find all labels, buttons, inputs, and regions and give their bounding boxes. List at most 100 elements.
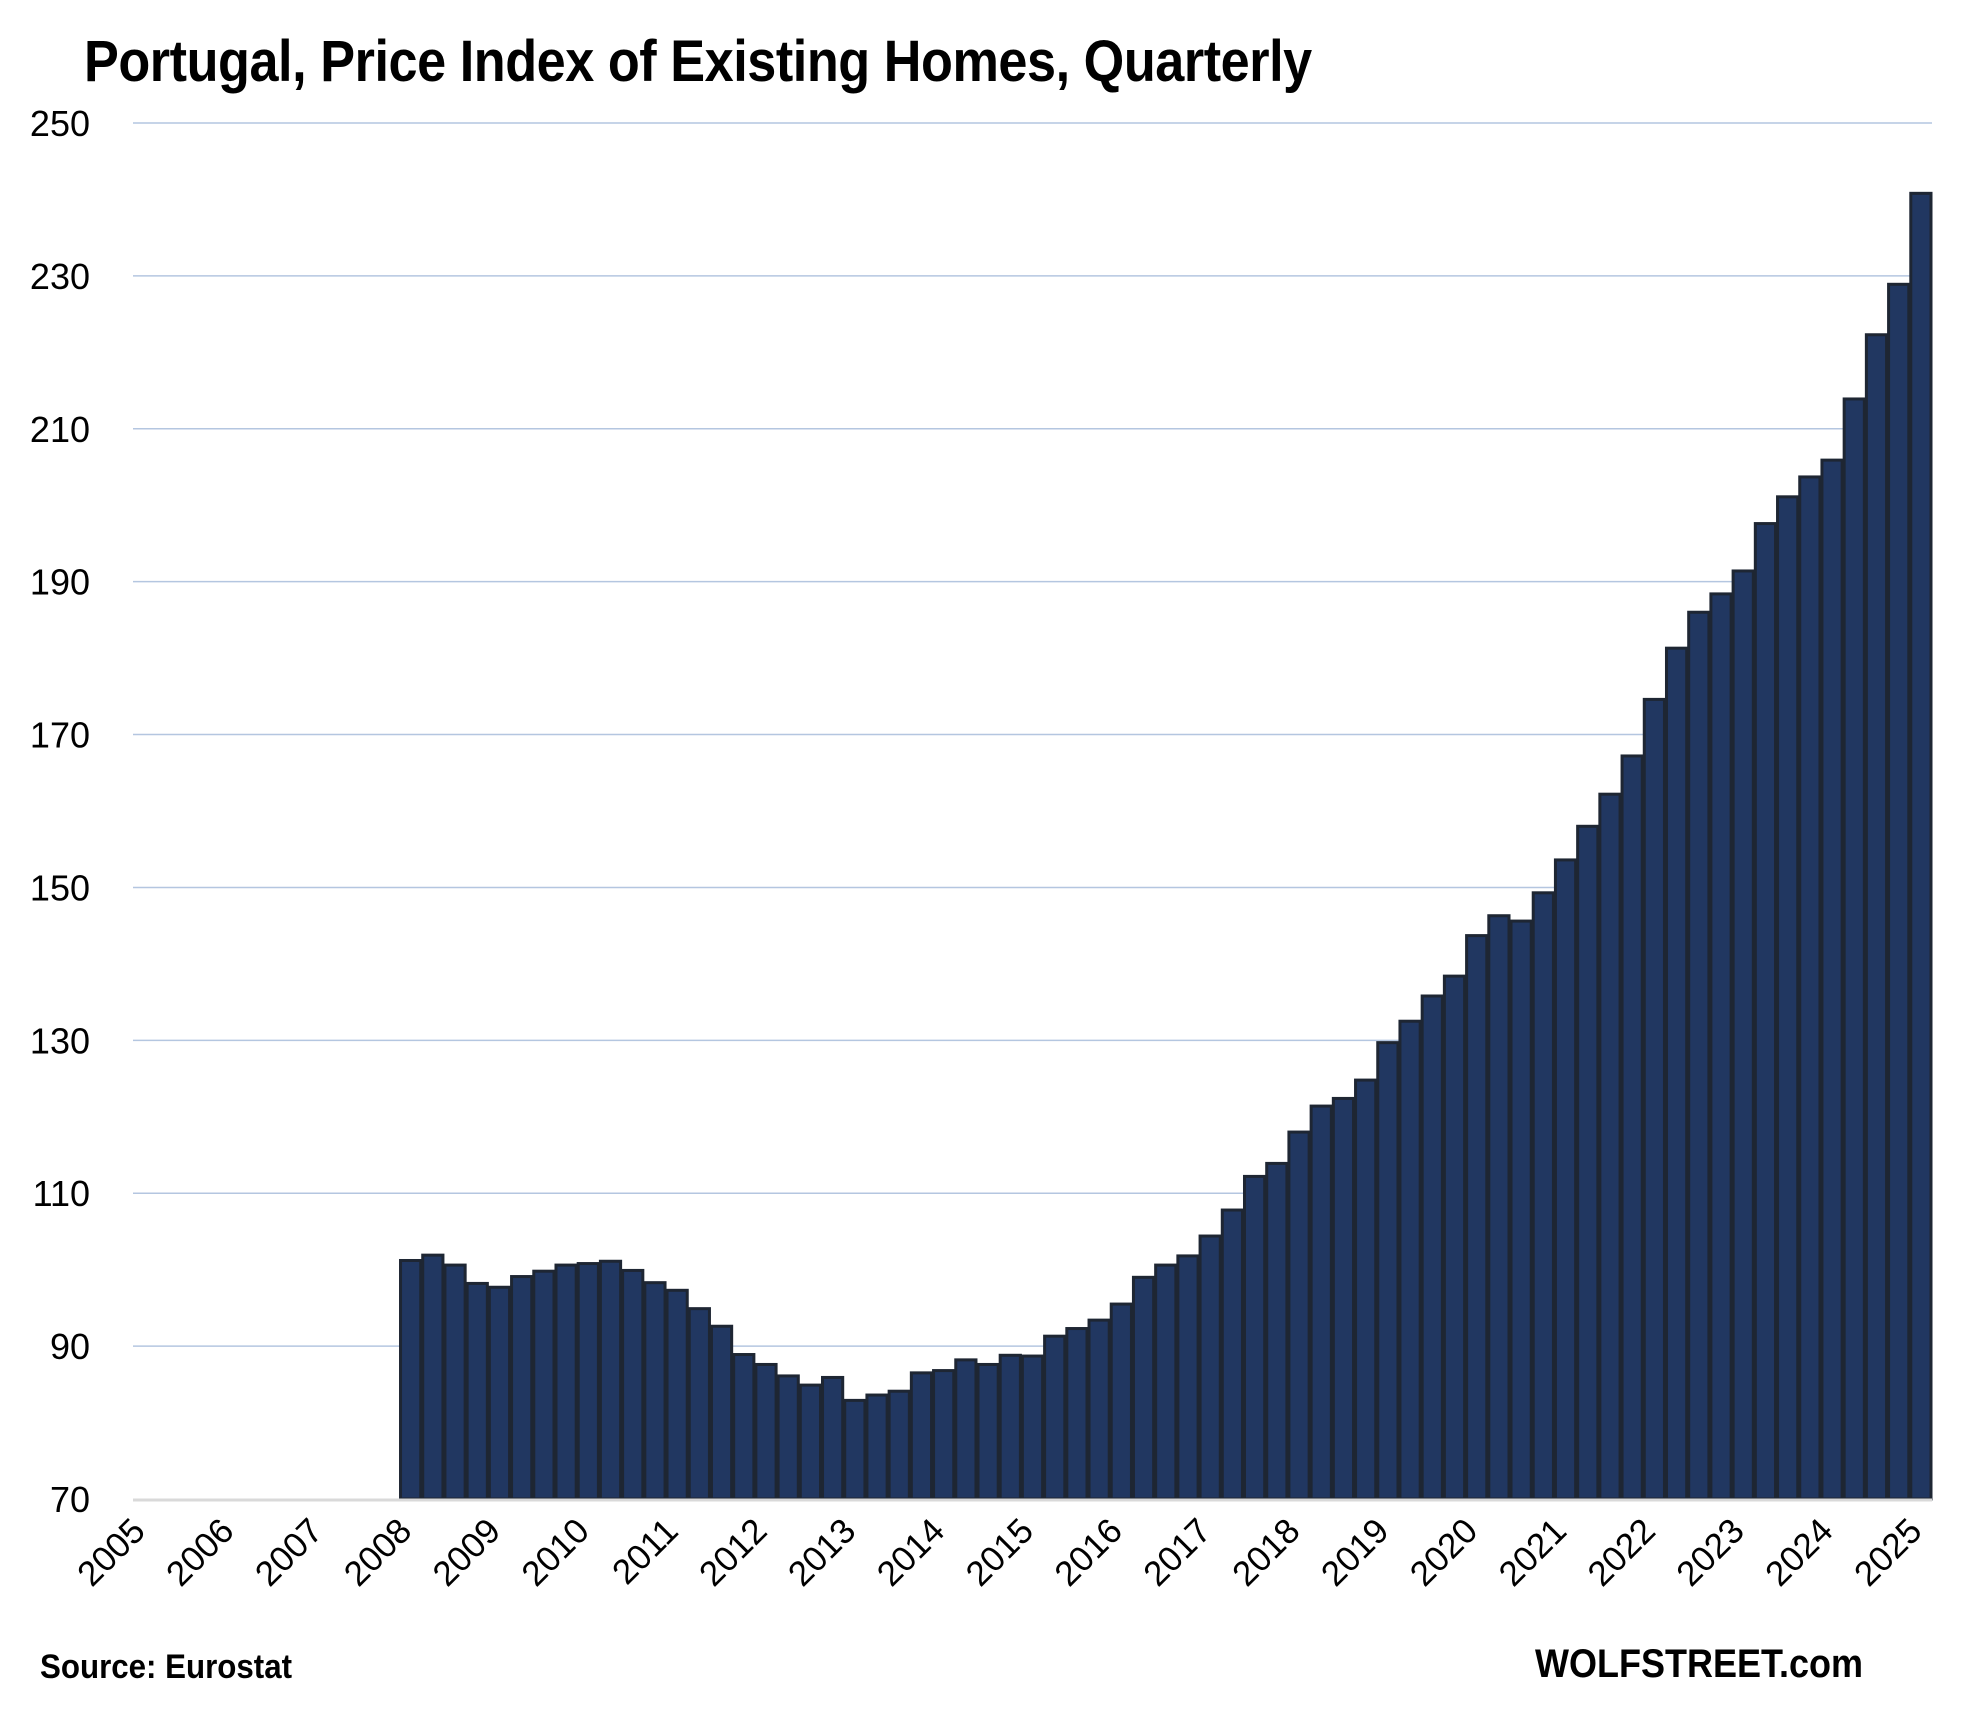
bar	[1309, 1104, 1333, 1501]
watermark: WOLFSTREET.com	[1535, 1642, 1864, 1686]
y-tick-label: 150	[30, 867, 90, 908]
bar	[1242, 1174, 1267, 1501]
x-tick-label: 2012	[692, 1511, 775, 1594]
x-tick-label: 2015	[958, 1511, 1041, 1594]
bar	[1576, 824, 1600, 1501]
bar	[776, 1374, 800, 1501]
bar	[465, 1281, 489, 1501]
x-tick-label: 2019	[1314, 1511, 1397, 1594]
bar	[1909, 191, 1933, 1501]
bar	[1887, 282, 1911, 1501]
bar	[1420, 994, 1444, 1501]
bar	[1598, 792, 1622, 1501]
bar	[909, 1371, 934, 1501]
bar	[1509, 919, 1533, 1501]
x-tick-label: 2008	[337, 1511, 420, 1594]
bar	[643, 1281, 667, 1501]
bar	[665, 1288, 689, 1501]
bar	[1531, 891, 1555, 1501]
bar	[1753, 522, 1778, 1501]
y-tick-label: 230	[30, 256, 90, 297]
bar	[554, 1263, 578, 1501]
bar	[1376, 1041, 1400, 1501]
bar	[399, 1258, 423, 1501]
x-tick-label: 2018	[1225, 1511, 1308, 1594]
bar	[1287, 1130, 1311, 1501]
bar	[932, 1369, 956, 1501]
bar	[1798, 475, 1822, 1501]
bar	[976, 1362, 1000, 1501]
bar	[754, 1362, 778, 1501]
y-tick-label: 190	[30, 562, 90, 603]
bar	[1109, 1302, 1133, 1501]
y-tick-label: 210	[30, 409, 90, 450]
bar	[1864, 333, 1889, 1501]
bar	[443, 1263, 467, 1501]
y-tick-label: 250	[30, 103, 90, 144]
x-tick-label: 2014	[870, 1511, 953, 1594]
bar	[1731, 569, 1755, 1501]
x-axis-ticks: 2005 2006 2007 2008 2009 2010 2011 2012 2013 2014…	[70, 1511, 1929, 1594]
bar	[843, 1398, 867, 1501]
bar	[732, 1353, 756, 1501]
bar	[621, 1268, 645, 1501]
x-tick-label: 2006	[159, 1511, 242, 1594]
bar	[709, 1324, 734, 1501]
x-tick-label: 2022	[1580, 1511, 1663, 1594]
x-tick-label: 2007	[248, 1511, 331, 1594]
y-tick-label: 130	[30, 1020, 90, 1061]
bar	[1398, 1019, 1422, 1501]
bar	[1820, 458, 1844, 1501]
bar	[1131, 1275, 1156, 1501]
bar	[1553, 858, 1578, 1501]
x-tick-label: 2016	[1047, 1511, 1130, 1594]
bar	[1198, 1234, 1222, 1501]
bar	[1220, 1208, 1244, 1501]
x-tick-label: 2017	[1136, 1511, 1219, 1594]
bar	[1087, 1318, 1111, 1501]
bar	[1442, 974, 1467, 1501]
bar	[1487, 914, 1511, 1501]
x-tick-label: 2023	[1669, 1511, 1752, 1594]
bar	[1065, 1327, 1089, 1501]
bar	[1043, 1334, 1067, 1501]
y-axis-ticks: 70 90 110 130 150 170 190 210 230 250	[30, 103, 90, 1520]
x-tick-label: 2013	[781, 1511, 864, 1594]
x-tick-label: 2005	[70, 1511, 153, 1594]
bar	[1642, 697, 1666, 1501]
bar	[532, 1269, 556, 1501]
x-tick-label: 2010	[514, 1511, 597, 1594]
y-tick-label: 90	[50, 1326, 90, 1367]
bar	[487, 1285, 512, 1501]
bar	[821, 1375, 845, 1501]
chart-title: Portugal, Price Index of Existing Homes,…	[84, 29, 1312, 94]
bar	[1842, 397, 1866, 1501]
source-label: Source: Eurostat	[40, 1648, 293, 1686]
bar	[1465, 934, 1489, 1501]
bar	[510, 1275, 534, 1501]
bar	[1176, 1254, 1200, 1501]
bar	[1664, 646, 1689, 1501]
bar	[1020, 1354, 1045, 1501]
x-tick-label: 2025	[1847, 1511, 1930, 1594]
bar	[1776, 495, 1800, 1501]
bar	[1331, 1096, 1356, 1501]
bar	[887, 1389, 911, 1501]
bars	[399, 191, 1933, 1501]
bar	[687, 1307, 711, 1501]
bar	[1687, 610, 1711, 1501]
x-tick-label: 2009	[425, 1511, 508, 1594]
x-tick-label: 2024	[1758, 1511, 1841, 1594]
x-tick-label: 2021	[1491, 1511, 1574, 1594]
y-tick-label: 70	[50, 1479, 90, 1520]
bar	[1354, 1078, 1378, 1501]
bar	[998, 1353, 1022, 1501]
bar	[798, 1383, 823, 1501]
bar	[576, 1262, 600, 1501]
bar	[1709, 592, 1733, 1501]
bar	[1620, 754, 1644, 1501]
x-tick-label: 2011	[605, 1511, 686, 1592]
bar	[1154, 1263, 1178, 1501]
x-tick-label: 2020	[1403, 1511, 1486, 1594]
